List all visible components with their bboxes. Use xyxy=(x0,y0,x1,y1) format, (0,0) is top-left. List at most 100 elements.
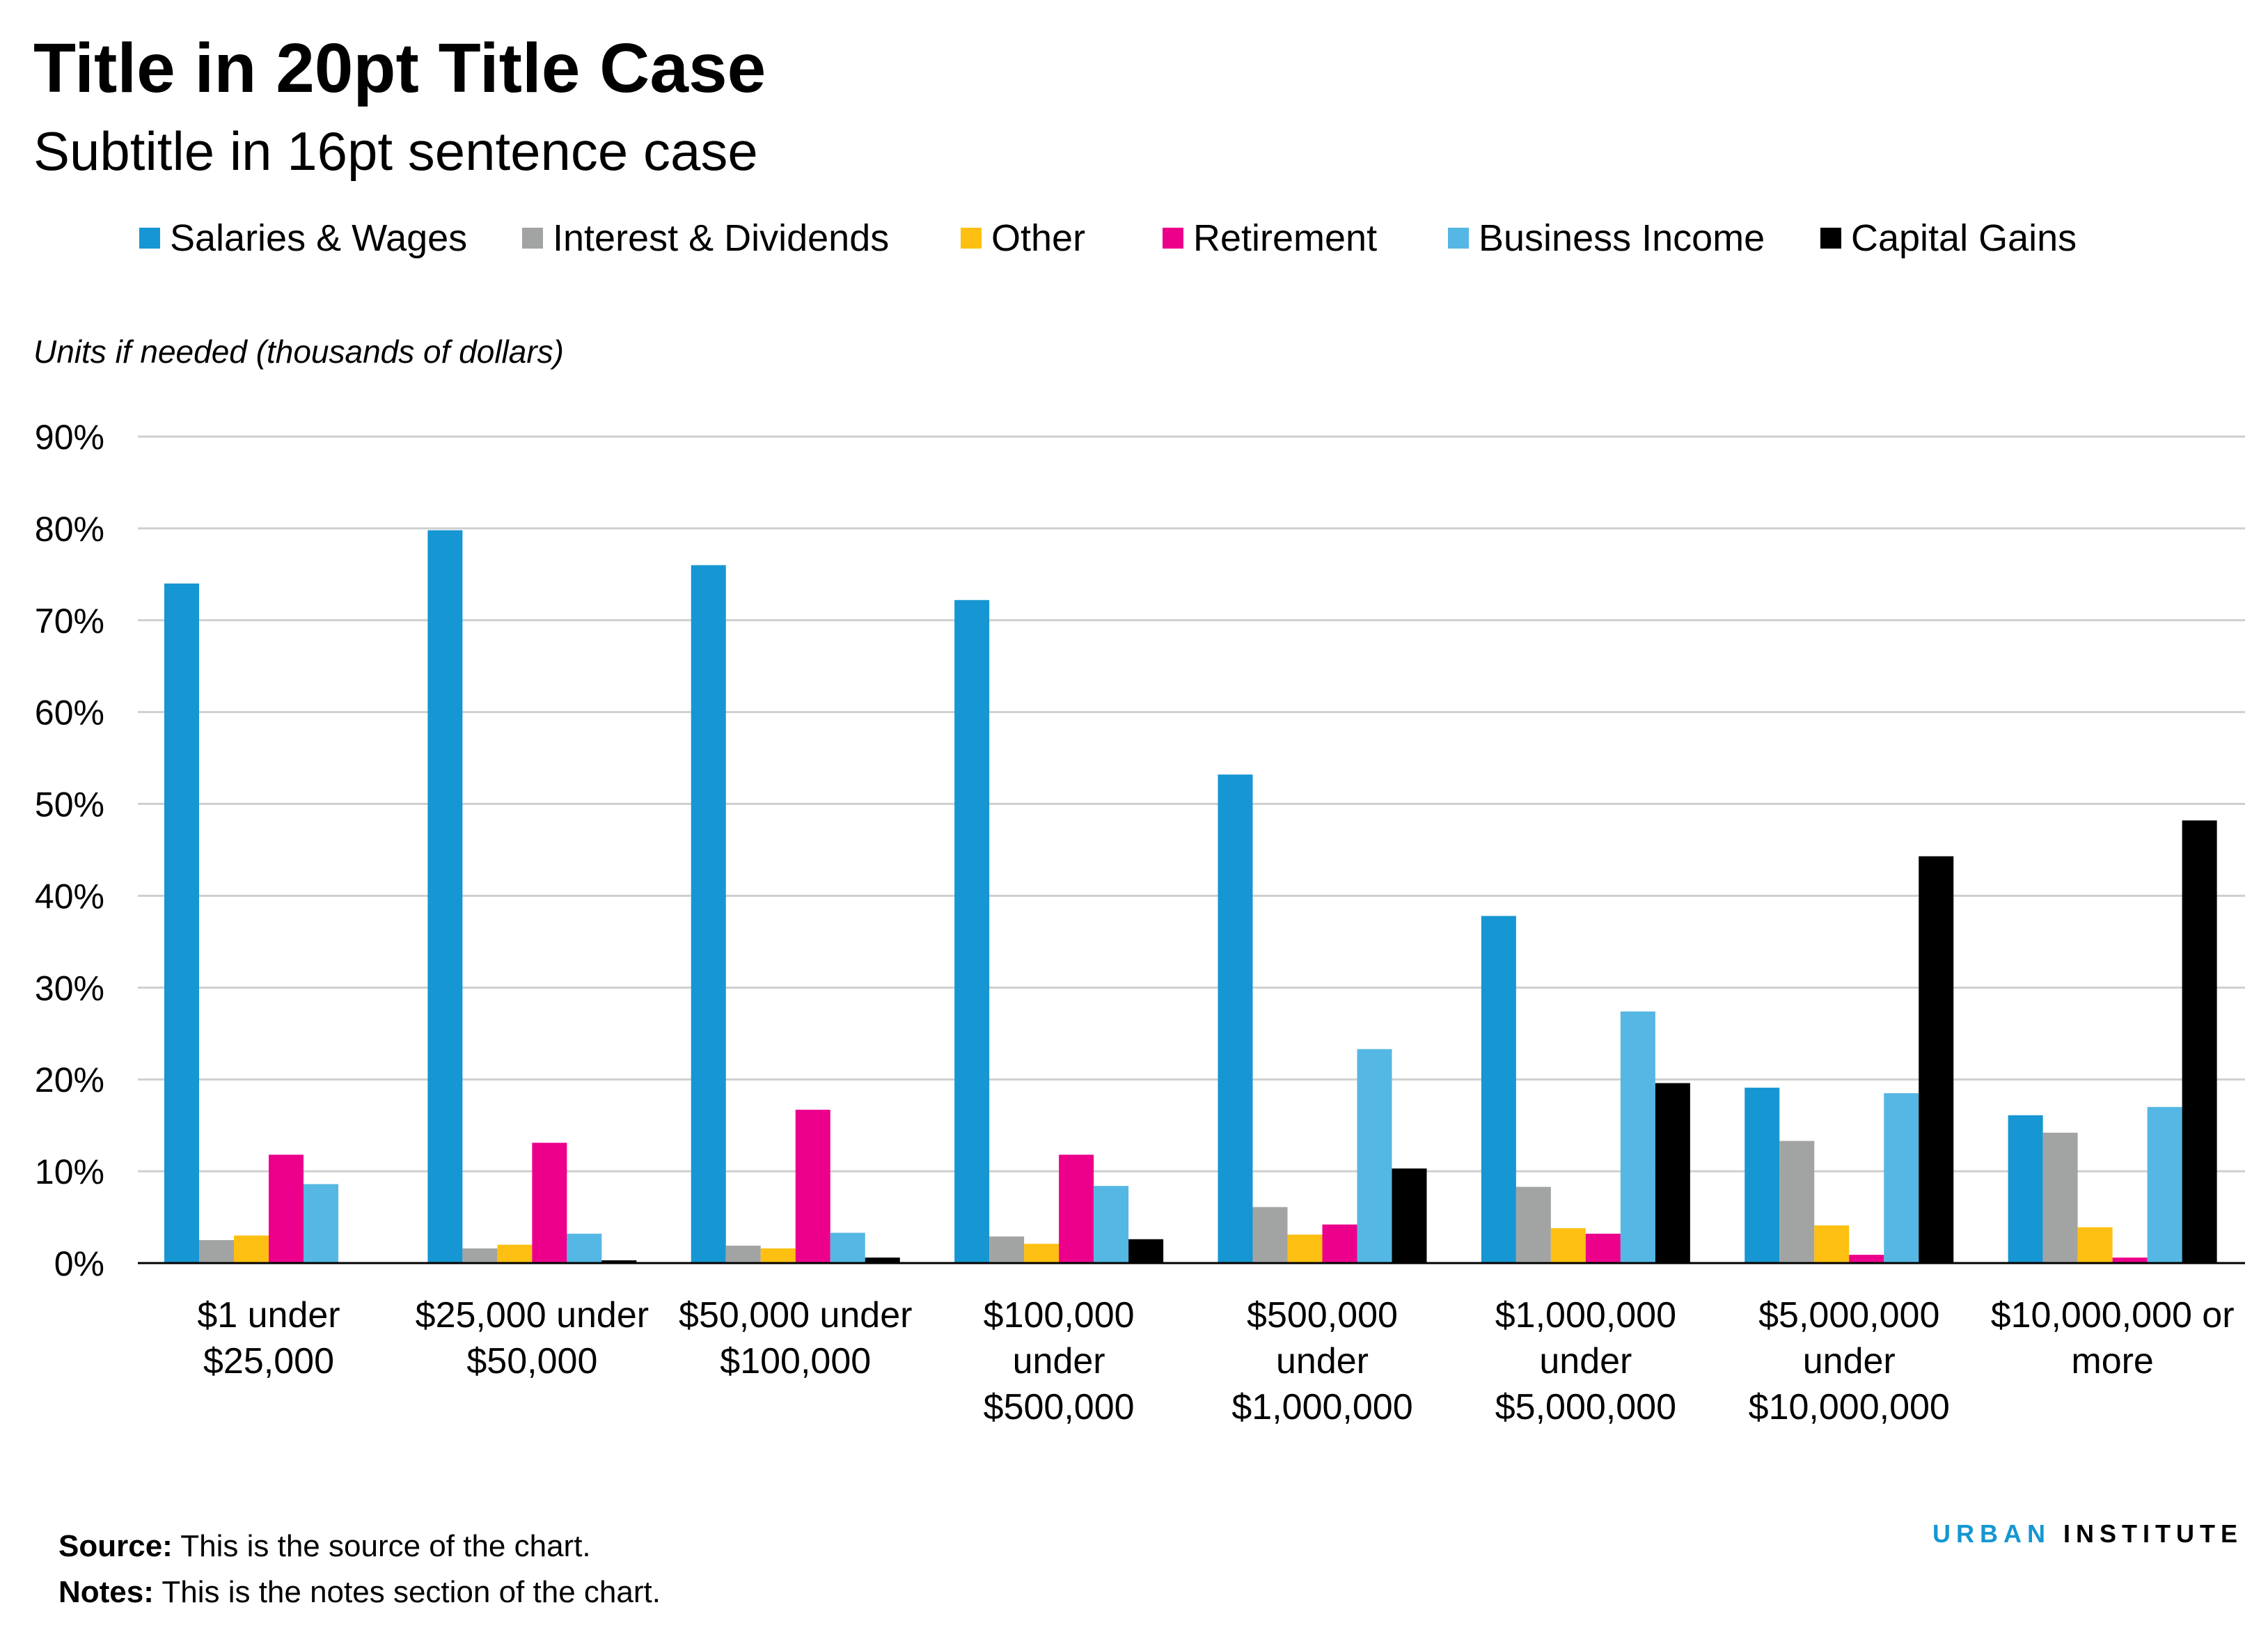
x-tick-label-line: $10,000,000 xyxy=(1749,1387,1950,1427)
x-tick-label: $100,000 under $500,000 xyxy=(984,1295,1135,1427)
bar xyxy=(795,1109,830,1263)
source-text: This is the source of the chart. xyxy=(180,1529,591,1563)
bar xyxy=(1024,1244,1060,1263)
bar xyxy=(234,1235,269,1263)
bar xyxy=(691,565,726,1263)
bar xyxy=(2008,1115,2043,1263)
x-tick-label-line: $50,000 xyxy=(466,1341,597,1381)
legend-swatch xyxy=(961,228,982,249)
x-tick-label-line: $1,000,000 xyxy=(1495,1295,1676,1336)
source-label: Source: xyxy=(58,1529,173,1563)
legend-swatch xyxy=(1448,228,1469,249)
x-tick-label-line: $5,000,000 xyxy=(1758,1295,1939,1336)
legend-item: Capital Gains xyxy=(1820,210,2077,266)
bar xyxy=(2182,820,2217,1263)
bar xyxy=(199,1240,234,1263)
legend-label: Interest & Dividends xyxy=(553,217,890,259)
x-tick-label: $1,000,000 under $5,000,000 xyxy=(1495,1295,1676,1427)
x-tick-label: $10,000,000 or more xyxy=(1991,1295,2235,1381)
legend-label: Salaries & Wages xyxy=(170,217,468,259)
x-tick-label-line: under xyxy=(1276,1341,1369,1381)
bar xyxy=(1849,1255,1884,1263)
bar xyxy=(1287,1235,1323,1263)
x-tick-label-line: $1 under xyxy=(197,1295,340,1336)
x-tick-label-line: $100,000 xyxy=(984,1295,1135,1336)
legend-item: Interest & Dividends xyxy=(522,210,889,266)
x-tick-label: $5,000,000 under $10,000,000 xyxy=(1749,1295,1950,1427)
urban-institute-logo: URBAN INSTITUTE xyxy=(1932,1519,2243,1549)
bar xyxy=(532,1143,567,1263)
y-tick-label: 50% xyxy=(35,785,104,824)
bar xyxy=(1620,1011,1655,1263)
notes-text: This is the notes section of the chart. xyxy=(162,1575,661,1609)
legend-item: Retirement xyxy=(1163,210,1377,266)
bar xyxy=(1322,1224,1357,1263)
bar xyxy=(427,530,463,1264)
legend-label: Other xyxy=(991,217,1086,259)
bar xyxy=(567,1233,602,1263)
legend-item: Other xyxy=(961,210,1085,266)
bar xyxy=(1884,1093,1919,1263)
y-axis-units-label: Units if needed (thousands of dollars) xyxy=(33,334,564,370)
x-tick-label-line: $1,000,000 xyxy=(1231,1387,1412,1427)
legend-label: Capital Gains xyxy=(1851,217,2077,259)
bar xyxy=(2147,1106,2182,1263)
x-tick-label-line: $25,000 under xyxy=(416,1295,649,1336)
x-tick-label-line: under xyxy=(1013,1341,1105,1381)
source-note: Source: This is the source of the chart. xyxy=(58,1529,591,1564)
legend-label: Retirement xyxy=(1193,217,1378,259)
bar xyxy=(304,1184,338,1263)
legend-label: Business Income xyxy=(1479,217,1765,259)
bar xyxy=(1919,856,1954,1263)
bar xyxy=(760,1248,796,1263)
y-tick-label: 80% xyxy=(35,510,104,549)
bar xyxy=(2042,1132,2078,1263)
legend-item: Salaries & Wages xyxy=(139,210,467,266)
bar xyxy=(2112,1258,2148,1263)
legend-swatch xyxy=(522,228,543,249)
bar xyxy=(1059,1154,1094,1263)
brand-urban: URBAN xyxy=(1932,1519,2051,1548)
bar xyxy=(1218,774,1253,1263)
y-tick-label: 20% xyxy=(35,1060,104,1099)
bar xyxy=(1779,1141,1815,1263)
bar xyxy=(1515,1186,1551,1263)
legend-swatch xyxy=(1820,228,1841,249)
bar xyxy=(1814,1225,1850,1263)
y-tick-label: 30% xyxy=(35,969,104,1008)
chart-title: Title in 20pt Title Case xyxy=(33,29,766,107)
x-tick-label: $1 under $25,000 xyxy=(197,1295,340,1381)
bar xyxy=(1655,1083,1690,1263)
bar xyxy=(989,1236,1025,1263)
bar xyxy=(1745,1088,1780,1263)
y-tick-label: 70% xyxy=(35,602,104,641)
bar xyxy=(865,1258,900,1263)
bar xyxy=(497,1244,533,1263)
notes-label: Notes: xyxy=(58,1575,154,1609)
y-tick-label: 40% xyxy=(35,877,104,916)
x-tick-label-line: under xyxy=(1539,1341,1632,1381)
x-tick-label-line: $100,000 xyxy=(720,1341,871,1381)
bar xyxy=(954,600,990,1263)
x-tick-label-line: more xyxy=(2071,1341,2153,1381)
bar xyxy=(1392,1168,1427,1263)
bar xyxy=(164,583,199,1263)
bar xyxy=(462,1248,498,1263)
bar xyxy=(725,1245,761,1263)
bar xyxy=(1252,1207,1288,1263)
x-tick-label: $500,000 under $1,000,000 xyxy=(1231,1295,1412,1427)
x-tick-label: $25,000 under $50,000 xyxy=(416,1295,649,1381)
bar xyxy=(2077,1227,2113,1263)
bar xyxy=(1481,916,1516,1263)
x-tick-label-line: $50,000 under xyxy=(679,1295,912,1336)
y-tick-label: 10% xyxy=(35,1152,104,1191)
bar-chart: 0% 10% 20% 30% 40% 50% 60% 70% 80% 90% $1 under $25… xyxy=(35,418,2245,1427)
bar xyxy=(269,1154,304,1263)
x-tick-label-line: $10,000,000 or xyxy=(1991,1295,2235,1336)
bar xyxy=(1357,1049,1392,1263)
notes-note: Notes: This is the notes section of the … xyxy=(58,1575,661,1610)
x-tick-label-line: under xyxy=(1803,1341,1896,1381)
x-tick-label-line: $25,000 xyxy=(203,1341,334,1381)
y-tick-label: 0% xyxy=(54,1244,104,1283)
brand-institute: INSTITUTE xyxy=(2063,1519,2243,1548)
